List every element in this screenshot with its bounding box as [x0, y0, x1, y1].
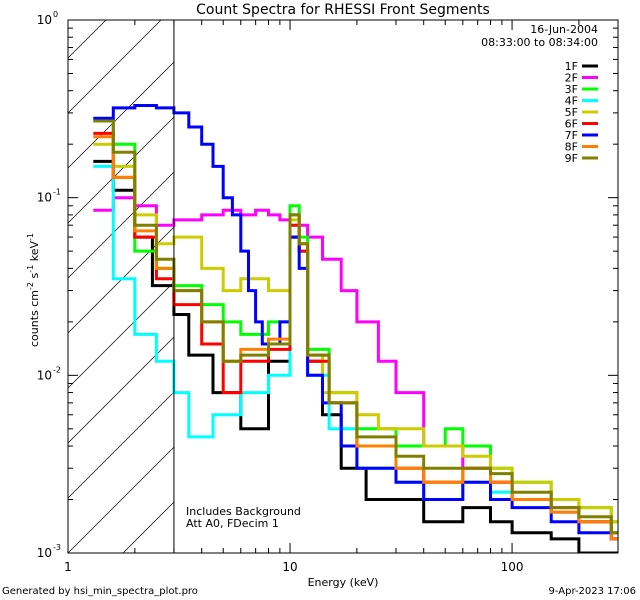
legend-label-9F: 9F: [565, 152, 578, 165]
hatch-line: [68, 336, 174, 444]
series-line-6F: [93, 131, 618, 535]
y-tick-label: 10: [37, 191, 52, 205]
hatched-region: [68, 20, 640, 553]
hatch-line: [68, 391, 174, 499]
hatch-line: [453, 20, 640, 553]
legend-label-6F: 6F: [565, 118, 578, 131]
y-tick-exponent: -2: [53, 365, 61, 374]
legend-label-2F: 2F: [565, 72, 578, 85]
hatch-line: [68, 446, 174, 553]
series-layer: [93, 104, 618, 553]
y-label-part3: keV: [28, 241, 41, 265]
y-label-sup1: -2: [26, 282, 35, 290]
hatch-line: [68, 281, 174, 389]
y-tick-label: 10: [37, 13, 52, 27]
plot-frame: [67, 19, 619, 554]
legend-label-4F: 4F: [565, 95, 578, 108]
annotation-attenuator: Att A0, FDecim 1: [186, 517, 279, 530]
hatch-line: [233, 20, 640, 553]
legend-label-8F: 8F: [565, 141, 578, 154]
series-line-9F: [93, 119, 618, 535]
x-tick-label: 10: [282, 560, 297, 574]
y-label-sup3: -1: [26, 233, 35, 241]
y-label-part1: counts cm: [28, 290, 41, 347]
y-tick-label: 10: [37, 546, 52, 560]
y-tick-exponent: -3: [53, 543, 61, 552]
y-label-sup2: -1: [26, 265, 35, 273]
hatch-line: [68, 226, 174, 334]
series-line-1F: [93, 159, 618, 553]
hatch-line: [68, 20, 162, 114]
chart-title: Count Spectra for RHESSI Front Segments: [196, 2, 490, 18]
x-tick-label: 1: [64, 560, 72, 574]
x-axis-label: Energy (keV): [308, 576, 379, 589]
y-label-part2: s: [28, 272, 41, 281]
y-axis-label: counts cm-2 s-1 keV-1: [26, 233, 41, 347]
series-line-4F: [93, 164, 618, 535]
x-tick-label: 100: [501, 560, 524, 574]
time-range-label: 08:33:00 to 08:34:00: [481, 36, 598, 49]
hatch-line: [68, 20, 107, 59]
series-line-2F: [93, 196, 618, 541]
hatch-line: [398, 20, 640, 553]
legend-label-3F: 3F: [565, 83, 578, 96]
legend-label-7F: 7F: [565, 129, 578, 142]
footer-generator: Generated by hsi_min_spectra_plot.pro: [2, 586, 198, 597]
date-label: 16-Jun-2004: [530, 23, 598, 36]
legend-label-1F: 1F: [565, 60, 578, 73]
y-tick-exponent: 0: [53, 10, 58, 19]
series-line-7F: [93, 104, 618, 541]
annotation-background: Includes Background: [186, 505, 301, 518]
footer-timestamp: 9-Apr-2023 17:06: [549, 586, 636, 597]
y-tick-exponent: -1: [53, 188, 61, 197]
legend-label-5F: 5F: [565, 106, 578, 119]
y-tick-label: 10: [37, 368, 52, 382]
series-line-8F: [93, 135, 618, 541]
